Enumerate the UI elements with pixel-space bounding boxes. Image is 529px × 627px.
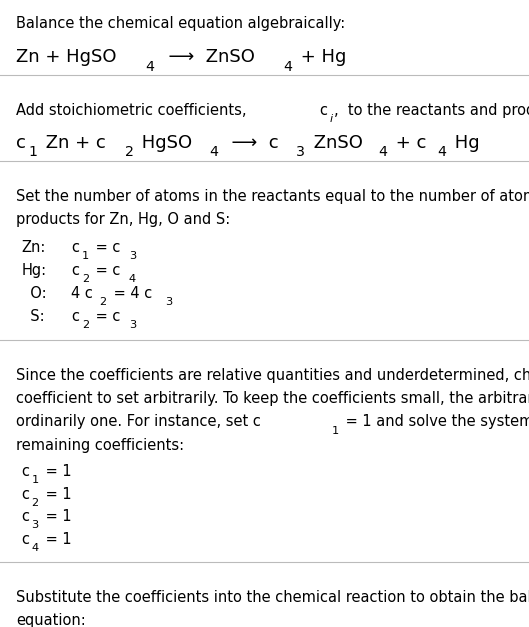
Text: 1: 1 [332,426,339,436]
Text: = c: = c [91,309,120,324]
Text: + c: + c [390,134,426,152]
Text: Hg:: Hg: [21,263,46,278]
Text: 4: 4 [284,60,293,73]
Text: Zn:: Zn: [21,240,45,255]
Text: S:: S: [21,309,45,324]
Text: 4 c: 4 c [71,286,93,301]
Text: c: c [21,464,29,479]
Text: = c: = c [91,263,120,278]
Text: ,  to the reactants and products:: , to the reactants and products: [334,103,529,118]
Text: remaining coefficients:: remaining coefficients: [16,438,184,453]
Text: c: c [320,103,327,118]
Text: 4: 4 [378,145,387,159]
Text: ordinarily one. For instance, set c: ordinarily one. For instance, set c [16,414,261,429]
Text: = 4 c: = 4 c [109,286,152,301]
Text: 3: 3 [296,145,305,159]
Text: 1: 1 [82,251,89,261]
Text: c: c [21,487,29,502]
Text: HgSO: HgSO [136,134,193,152]
Text: + Hg: + Hg [295,48,346,66]
Text: 2: 2 [82,274,89,284]
Text: = 1: = 1 [41,532,71,547]
Text: equation:: equation: [16,613,86,627]
Text: 3: 3 [129,320,136,330]
Text: = 1: = 1 [41,487,71,502]
Text: 4: 4 [209,145,218,159]
Text: 3: 3 [32,520,39,530]
Text: 3: 3 [165,297,172,307]
Text: c: c [71,263,79,278]
Text: c: c [21,532,29,547]
Text: 2: 2 [99,297,107,307]
Text: ⟶  c: ⟶ c [221,134,279,152]
Text: coefficient to set arbitrarily. To keep the coefficients small, the arbitrary va: coefficient to set arbitrarily. To keep … [16,391,529,406]
Text: Zn + c: Zn + c [40,134,106,152]
Text: ⟶  ZnSO: ⟶ ZnSO [157,48,255,66]
Text: Add stoichiometric coefficients,: Add stoichiometric coefficients, [16,103,251,118]
Text: 1: 1 [32,475,39,485]
Text: 2: 2 [125,145,134,159]
Text: 4: 4 [129,274,136,284]
Text: = 1: = 1 [41,509,71,524]
Text: = 1 and solve the system of equations for the: = 1 and solve the system of equations fo… [341,414,529,429]
Text: 1: 1 [29,145,38,159]
Text: Set the number of atoms in the reactants equal to the number of atoms in the: Set the number of atoms in the reactants… [16,189,529,204]
Text: c: c [21,509,29,524]
Text: = 1: = 1 [41,464,71,479]
Text: Substitute the coefficients into the chemical reaction to obtain the balanced: Substitute the coefficients into the che… [16,590,529,605]
Text: c: c [71,240,79,255]
Text: 4: 4 [145,60,154,73]
Text: 3: 3 [129,251,136,261]
Text: i: i [330,114,333,124]
Text: Since the coefficients are relative quantities and underdetermined, choose a: Since the coefficients are relative quan… [16,368,529,383]
Text: 4: 4 [437,145,446,159]
Text: 4: 4 [32,543,39,553]
Text: Zn + HgSO: Zn + HgSO [16,48,116,66]
Text: 2: 2 [32,498,39,508]
Text: ZnSO: ZnSO [308,134,362,152]
Text: c: c [16,134,26,152]
Text: O:: O: [21,286,47,301]
Text: c: c [71,309,79,324]
Text: products for Zn, Hg, O and S:: products for Zn, Hg, O and S: [16,212,230,227]
Text: Hg: Hg [449,134,479,152]
Text: = c: = c [91,240,121,255]
Text: 2: 2 [82,320,89,330]
Text: Balance the chemical equation algebraically:: Balance the chemical equation algebraica… [16,16,345,31]
